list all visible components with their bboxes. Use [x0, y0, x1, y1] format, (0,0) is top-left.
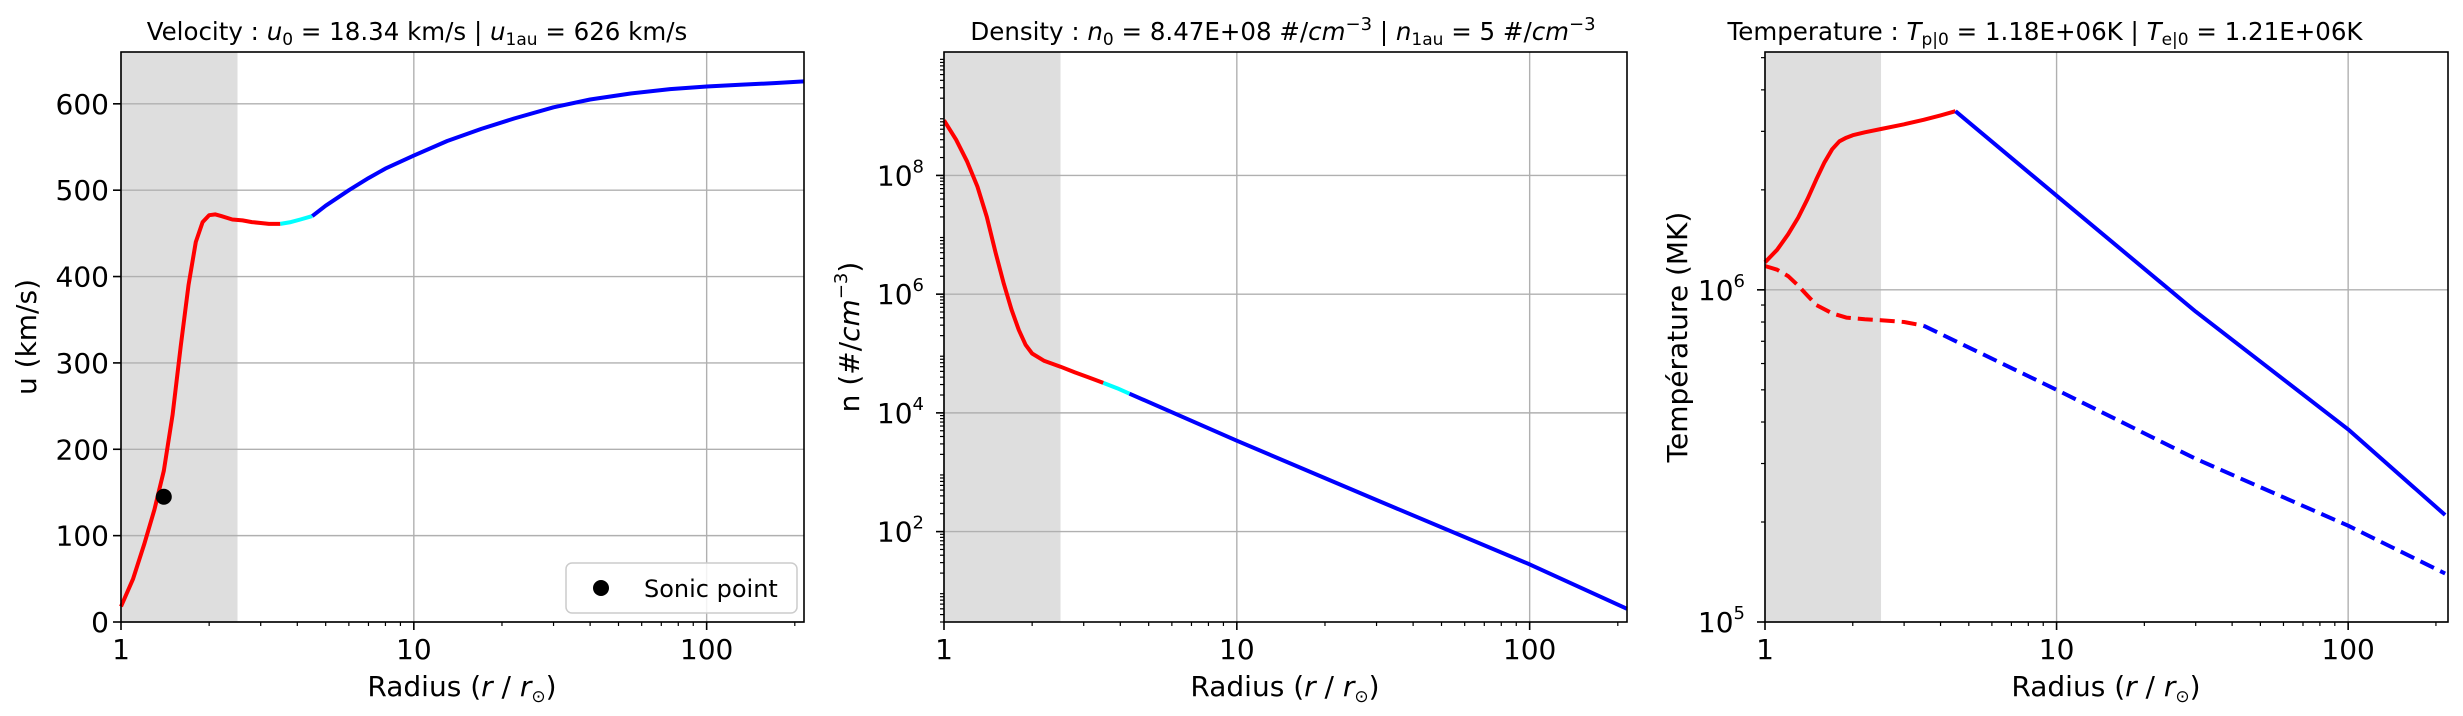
y-tick-label: 500 — [56, 174, 109, 207]
series-lines — [942, 119, 1628, 611]
x-tick-labels: 1 10 100 — [112, 633, 733, 666]
y-tick-labels: 105 106 — [1698, 271, 1745, 639]
x-tick-label: 1 — [935, 633, 953, 666]
y-axis-label: u (km/s) — [10, 279, 43, 395]
y-tick-label: 0 — [91, 606, 109, 639]
velocity-title: Velocity : u0 = 18.34 km/s | u1au = 626 … — [147, 17, 688, 50]
marker-points — [155, 488, 172, 505]
y-tick-label: 106 — [1698, 271, 1745, 307]
density-title: Density : n0 = 8.47E+08 #/cm−3 | n1au = … — [970, 14, 1595, 50]
x-tick-labels: 1 10 100 — [1756, 633, 2375, 666]
sonic-point-marker — [155, 488, 172, 505]
series-line — [942, 119, 1105, 385]
series-line — [279, 214, 313, 226]
y-tick-label: 106 — [877, 275, 924, 311]
x-tick-label: 1 — [112, 633, 130, 666]
x-tick-labels: 1 10 100 — [935, 633, 1556, 666]
x-tick-label: 10 — [2039, 633, 2075, 666]
density-panel: Density : n0 = 8.47E+08 #/cm−3 | n1au = … — [831, 14, 1628, 707]
x-tick-label: 10 — [1219, 633, 1255, 666]
legend-label: Sonic point — [644, 575, 778, 603]
legend: Sonic point — [565, 562, 798, 614]
temperature-panel: Temperature : Tp|0 = 1.18E+06K | Te|0 = … — [1661, 17, 2449, 707]
series-lines — [119, 79, 805, 608]
hidden-region-shade — [1765, 52, 1882, 622]
y-tick-label: 400 — [56, 261, 109, 294]
series-lines — [1763, 109, 2447, 576]
x-tick-label: 1 — [1756, 633, 1774, 666]
y-tick-label: 108 — [877, 156, 924, 192]
y-tick-label: 105 — [1698, 603, 1745, 639]
x-tick-label: 10 — [396, 633, 432, 666]
series-line — [1128, 391, 1628, 611]
series-line — [119, 212, 281, 608]
temperature-title: Temperature : Tp|0 = 1.18E+06K | Te|0 = … — [1727, 17, 2364, 50]
y-axis-label: Température (MK) — [1661, 212, 1694, 464]
series-line — [311, 79, 805, 218]
y-tick-label: 300 — [56, 347, 109, 380]
y-tick-label: 600 — [56, 88, 109, 121]
series-line — [1763, 109, 1957, 264]
y-tick-label: 104 — [877, 394, 924, 430]
x-tick-label: 100 — [680, 633, 733, 666]
y-axis-label: n (#/cm−3) — [831, 262, 866, 413]
x-axis-label: Radius (r / r⊙) — [2011, 670, 2200, 707]
axis-ticks — [1757, 57, 2437, 630]
axis-ticks — [113, 103, 796, 630]
legend-box — [565, 562, 798, 614]
plot-frame — [943, 51, 1628, 623]
series-line — [1764, 264, 1924, 328]
y-tick-labels: 0 100 200 300 400 500 600 — [56, 88, 109, 639]
x-axis-label: Radius (r / r⊙) — [1190, 670, 1379, 707]
x-axis-label: Radius (r / r⊙) — [367, 670, 556, 707]
series-line — [1954, 109, 2447, 517]
y-tick-labels: 102 104 106 108 — [877, 156, 924, 548]
x-tick-label: 100 — [1503, 633, 1556, 666]
series-line — [1102, 381, 1131, 396]
x-tick-label: 100 — [2321, 633, 2374, 666]
y-tick-label: 100 — [56, 520, 109, 553]
y-tick-label: 200 — [56, 433, 109, 466]
velocity-panel: Velocity : u0 = 18.34 km/s | u1au = 626 … — [10, 17, 805, 707]
axis-ticks — [936, 58, 1619, 630]
hidden-region-shade — [121, 52, 238, 622]
series-line — [1922, 323, 2446, 576]
legend-marker — [593, 580, 609, 596]
hidden-region-shade — [944, 52, 1061, 622]
y-tick-label: 102 — [877, 513, 924, 549]
plot-frame — [120, 51, 805, 623]
plot-frame — [1764, 51, 2449, 623]
